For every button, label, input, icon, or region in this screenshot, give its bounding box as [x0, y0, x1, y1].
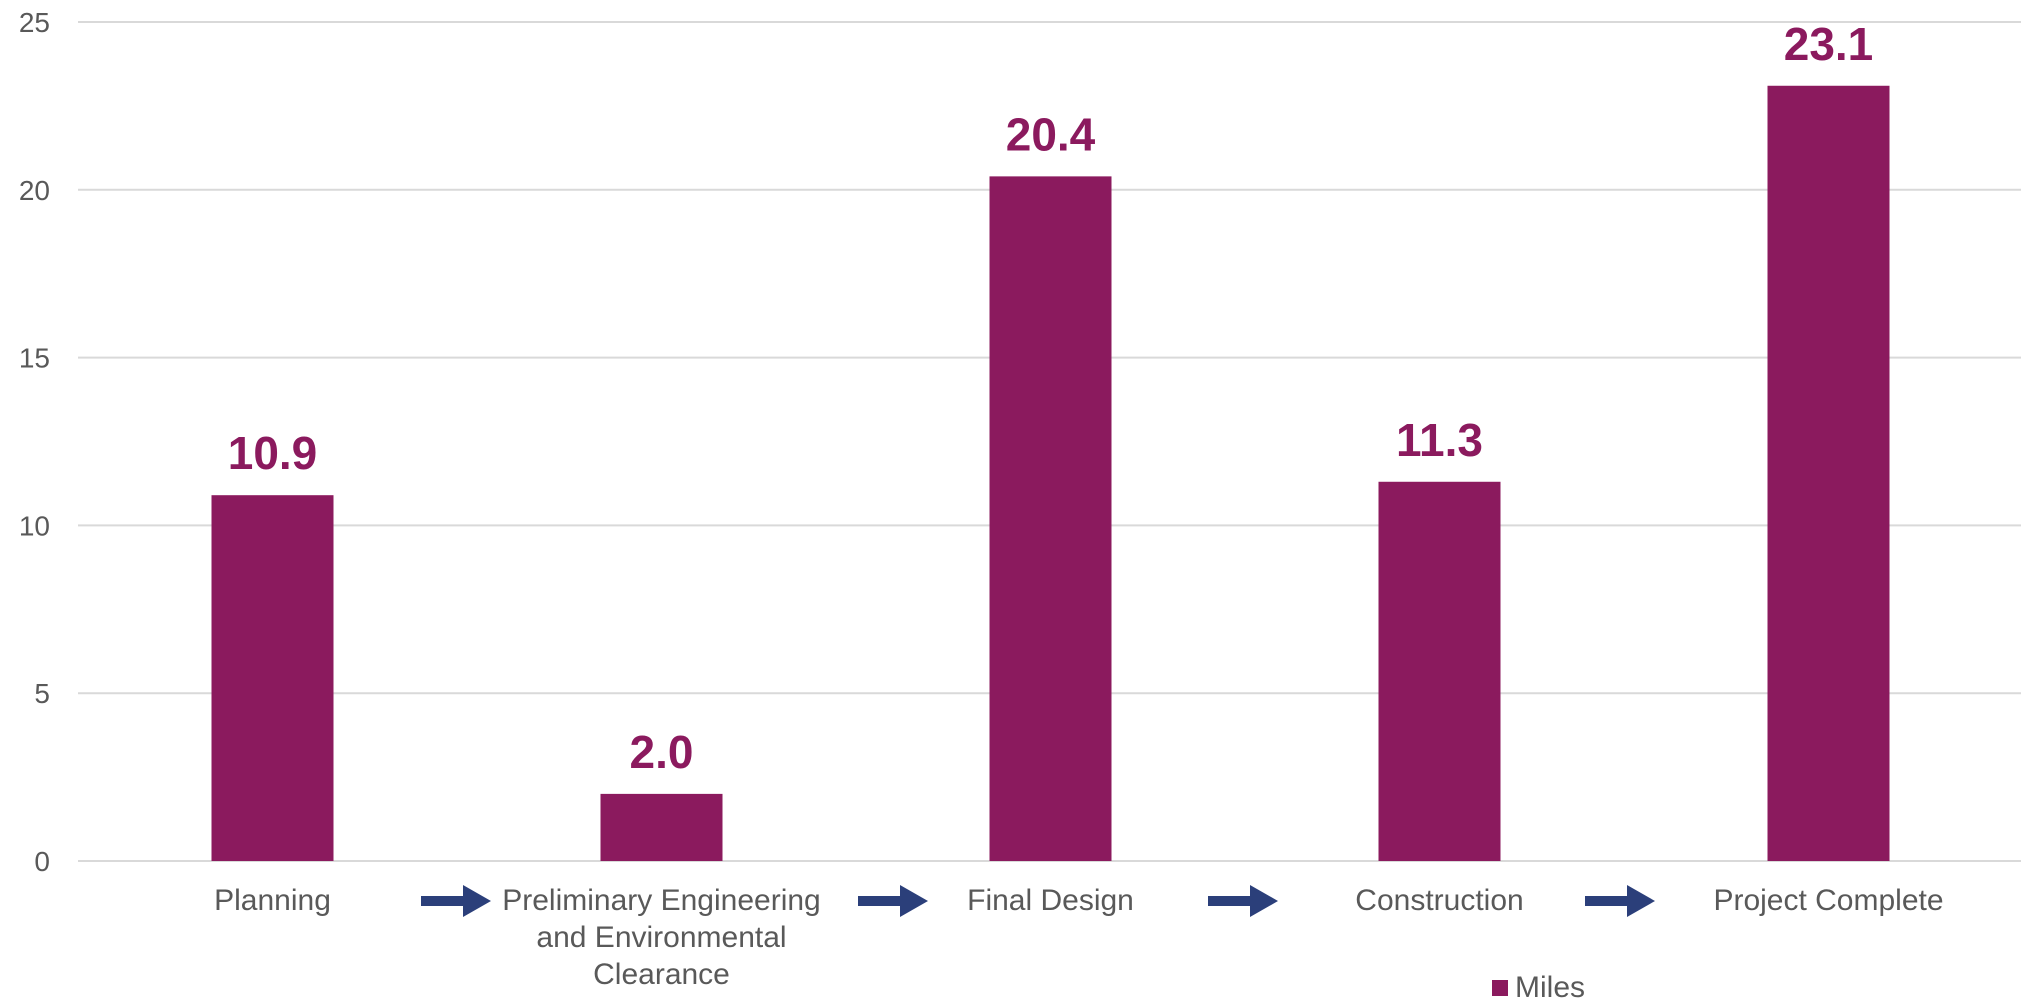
x-tick-label-line: Final Design	[967, 884, 1134, 917]
x-tick-label: Final Design	[967, 884, 1134, 917]
data-labels: 10.9 2.0 20.4 11.3 23.1	[228, 18, 1874, 778]
data-label: 10.9	[228, 427, 318, 479]
legend-label: Miles	[1515, 971, 1585, 1001]
legend: Miles	[1492, 971, 1585, 1004]
x-tick-label-line: Preliminary Engineering	[502, 884, 821, 917]
x-tick-label-line: Project Complete	[1713, 884, 1943, 917]
right-arrow-icon	[1585, 885, 1655, 917]
y-tick-label: 5	[34, 678, 50, 709]
data-label: 23.1	[1784, 18, 1874, 70]
x-tick-label-line: Construction	[1355, 884, 1523, 917]
data-label: 11.3	[1396, 414, 1483, 466]
y-axis-tick-labels: 0 5 10 15 20 25	[19, 7, 50, 877]
y-tick-label: 0	[34, 846, 50, 877]
process-arrows	[421, 885, 1655, 917]
bar	[1767, 85, 1890, 862]
legend-swatch	[1492, 980, 1508, 996]
data-label: 2.0	[630, 726, 694, 778]
x-tick-label: Preliminary Engineering and Environmental…	[502, 884, 821, 991]
y-tick-label: 15	[19, 343, 50, 374]
bar	[600, 793, 723, 861]
x-tick-label-line: Clearance	[593, 958, 730, 991]
y-tick-label: 20	[19, 175, 50, 206]
right-arrow-icon	[1208, 885, 1278, 917]
x-tick-label: Project Complete	[1713, 884, 1943, 917]
y-tick-label: 25	[19, 7, 50, 38]
bar	[211, 495, 334, 861]
x-tick-label-line: Planning	[214, 884, 331, 917]
right-arrow-icon	[421, 885, 491, 917]
x-tick-label-line: and Environmental	[536, 921, 786, 954]
bar	[1378, 481, 1501, 861]
right-arrow-icon	[858, 885, 928, 917]
x-axis-tick-labels: Planning Preliminary Engineering and Envir…	[214, 884, 1943, 991]
y-tick-label: 10	[19, 510, 50, 541]
data-label: 20.4	[1006, 108, 1096, 160]
bar	[989, 176, 1112, 862]
bars	[211, 85, 1890, 862]
x-tick-label: Planning	[214, 884, 331, 917]
x-tick-label: Construction	[1355, 884, 1523, 917]
